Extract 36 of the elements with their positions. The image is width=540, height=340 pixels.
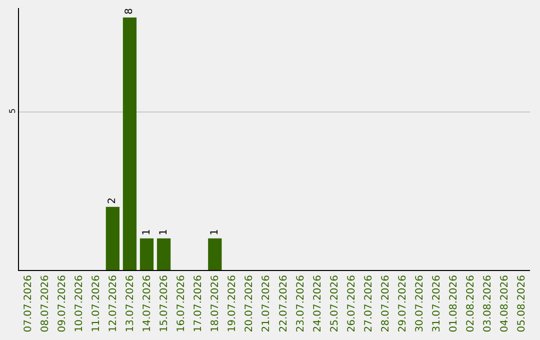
x-tick-label: 09.07.2026 xyxy=(56,275,68,332)
x-tick-label: 05.08.2026 xyxy=(516,275,528,332)
x-tick-label: 22.07.2026 xyxy=(278,275,290,332)
x-tick-label: 21.07.2026 xyxy=(261,275,272,332)
x-tick-label: 31.07.2026 xyxy=(432,275,443,332)
y-tick-label: 5 xyxy=(8,108,17,114)
x-tick-label: 13.07.2026 xyxy=(124,275,136,332)
x-tick-label: 15.07.2026 xyxy=(159,275,170,332)
data-label: 8 xyxy=(124,8,136,14)
x-tick-label: 28.07.2026 xyxy=(380,275,392,332)
data-label: 1 xyxy=(209,229,220,236)
x-tick-label: 18.07.2026 xyxy=(210,275,222,332)
x-tick-label: 19.07.2026 xyxy=(227,275,238,332)
x-tick-label: 25.07.2026 xyxy=(329,275,340,332)
data-label: 1 xyxy=(158,229,170,236)
x-tick-label: 24.07.2026 xyxy=(312,275,324,332)
x-tick-label: 14.07.2026 xyxy=(142,275,153,332)
x-tick-label: 30.07.2026 xyxy=(414,275,426,332)
x-tick-label: 27.07.2026 xyxy=(363,275,374,332)
x-tick-label: 03.08.2026 xyxy=(482,275,494,332)
x-tick-label: 23.07.2026 xyxy=(295,275,306,332)
x-tick-label: 29.07.2026 xyxy=(398,275,408,332)
data-label: 1 xyxy=(141,229,152,236)
x-tick-label: 16.07.2026 xyxy=(176,275,188,332)
x-tick-label: 20.07.2026 xyxy=(244,275,256,332)
data-label: 2 xyxy=(107,197,118,204)
x-tick-label: 04.08.2026 xyxy=(500,275,511,332)
x-tick-label: 26.07.2026 xyxy=(346,275,358,332)
x-tick-label: 08.07.2026 xyxy=(40,275,51,332)
x-tick-label: 11.07.2026 xyxy=(90,275,102,332)
x-tick-label: 07.07.2026 xyxy=(22,275,34,332)
x-tick-label: 17.07.2026 xyxy=(193,275,204,332)
x-tick-label: 01.08.2026 xyxy=(448,275,460,332)
x-tick-label: 10.07.2026 xyxy=(74,275,85,332)
x-tick-label: 02.08.2026 xyxy=(466,275,477,332)
x-tick-label: 12.07.2026 xyxy=(108,275,119,332)
